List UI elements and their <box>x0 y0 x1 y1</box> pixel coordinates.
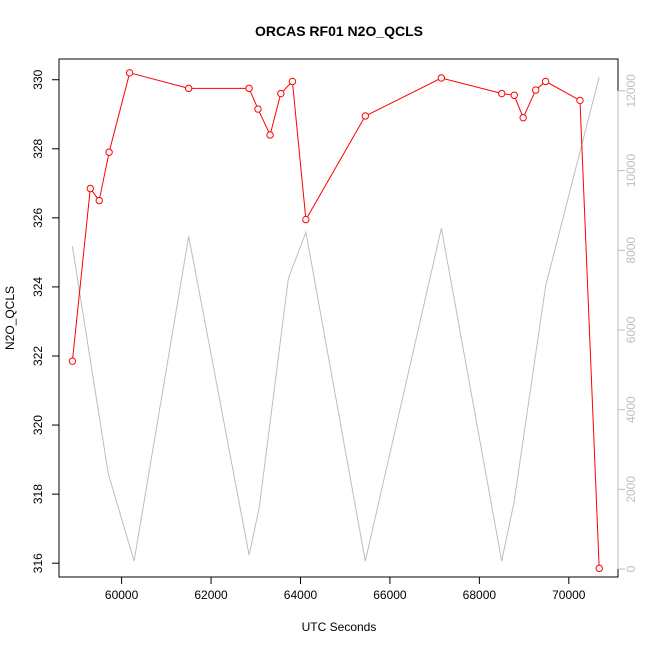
y2-tick-label: 8000 <box>624 237 638 264</box>
right-axis-series-line <box>71 76 600 562</box>
data-point <box>288 77 297 86</box>
x-tick-label: 68000 <box>463 588 497 602</box>
data-point <box>510 91 518 99</box>
chart-marks: 60000 62000 64000 66000 68000 700003163183203… <box>31 69 638 602</box>
data-point <box>245 84 253 93</box>
data-point <box>541 77 550 86</box>
data-point <box>595 564 603 573</box>
x-tick-label: 70000 <box>552 588 586 602</box>
data-point <box>498 89 506 98</box>
data-point <box>125 69 134 77</box>
y2-tick-label: 12000 <box>624 74 638 108</box>
plot-frame <box>58 58 619 578</box>
data-point <box>184 84 193 93</box>
data-point <box>254 105 262 113</box>
y2-tick-label: 0 <box>624 565 638 572</box>
y-tick-label: 326 <box>31 208 45 228</box>
y-tick-label: 324 <box>31 277 45 297</box>
y2-tick-label: 4000 <box>624 396 638 423</box>
y2-tick-label: 6000 <box>624 316 638 343</box>
data-point <box>86 184 95 193</box>
data-point <box>95 196 103 205</box>
data-point <box>437 74 446 82</box>
chart-title: ORCAS RF01 N2O_QCLS <box>255 23 423 39</box>
y-tick-label: 320 <box>31 415 45 435</box>
data-point <box>68 357 77 365</box>
left-axis-series-line <box>71 72 600 569</box>
y-tick-label: 316 <box>31 553 45 573</box>
y-tick-label: 322 <box>31 346 45 366</box>
data-point <box>519 114 527 122</box>
x-tick-label: 62000 <box>194 588 228 602</box>
data-point <box>302 215 310 224</box>
data-point <box>576 96 584 105</box>
data-point <box>361 112 370 120</box>
data-point <box>266 131 274 139</box>
y2-tick-label: 2000 <box>624 476 638 503</box>
x-tick-label: 64000 <box>284 588 318 602</box>
y-tick-label: 318 <box>31 484 45 504</box>
x-axis-label: UTC Seconds <box>302 620 377 634</box>
y-axis-label: N2O_QCLS <box>3 286 17 350</box>
data-point <box>277 89 285 98</box>
y-tick-label: 330 <box>31 69 45 89</box>
x-tick-label: 60000 <box>105 588 139 602</box>
y-tick-label: 328 <box>31 138 45 158</box>
data-point <box>532 86 540 94</box>
x-tick-label: 66000 <box>373 588 407 602</box>
data-point <box>105 148 113 156</box>
y2-tick-label: 10000 <box>624 154 638 188</box>
